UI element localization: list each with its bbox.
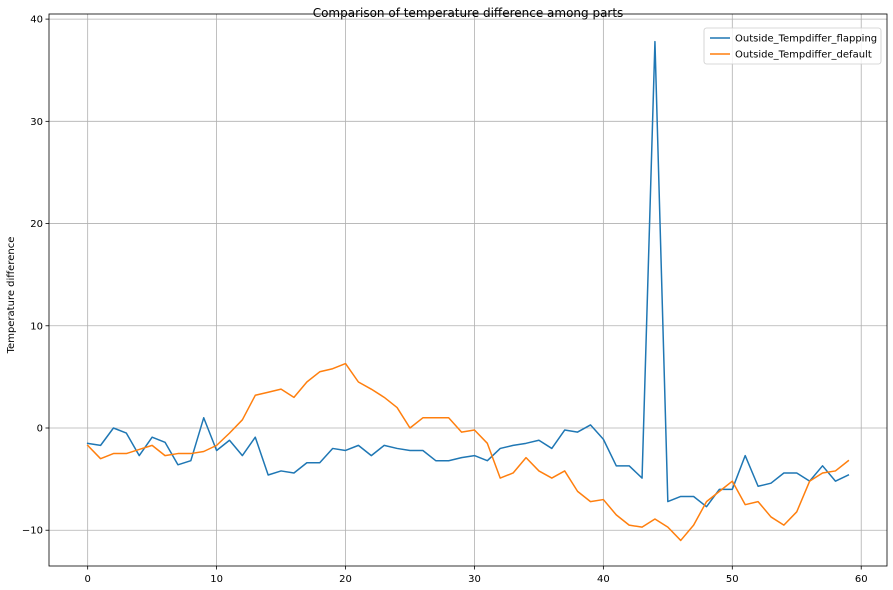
y-tick-label: 30: [30, 117, 43, 128]
legend: Outside_Tempdiffer_flapping Outside_Tempd…: [703, 27, 882, 65]
x-tick-label: 20: [339, 574, 352, 585]
y-tick-label: 20: [30, 219, 43, 230]
x-tick-label: 50: [726, 574, 739, 585]
y-tick-label: 10: [30, 321, 43, 332]
x-tick-label: 40: [597, 574, 610, 585]
y-axis-label: Temperature difference: [6, 237, 17, 355]
y-tick-label: −10: [22, 526, 43, 537]
x-tick-label: 10: [210, 574, 223, 585]
grid-lines: [49, 14, 887, 566]
x-tick-label: 0: [84, 574, 90, 585]
legend-box: [703, 27, 882, 65]
x-tick-label: 30: [468, 574, 481, 585]
axis-ticks: 0 10 20 30 40 50 60 −10 0 10 20 30 40: [22, 15, 868, 585]
legend-label-1: Outside_Tempdiffer_default: [735, 50, 872, 61]
series-line-1: [86, 362, 850, 542]
plot-area-frame: [48, 13, 888, 567]
x-tick-label: 60: [855, 574, 868, 585]
y-tick-label: 0: [37, 424, 43, 435]
legend-label-0: Outside_Tempdiffer_flapping: [735, 34, 877, 45]
y-tick-label: 40: [30, 15, 43, 26]
series-layer: [86, 40, 850, 542]
chart-title: Comparison of temperature difference amo…: [313, 6, 624, 20]
